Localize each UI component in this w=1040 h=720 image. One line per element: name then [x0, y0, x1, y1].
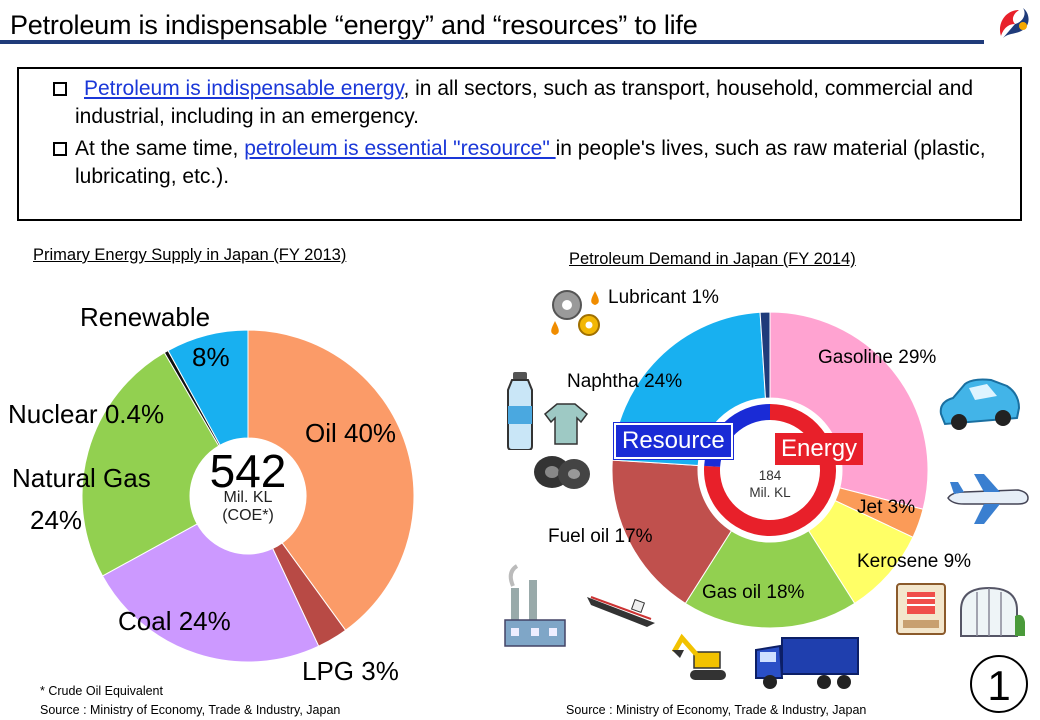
shirt-icon [543, 403, 589, 445]
label-lpg: LPG 3% [302, 656, 399, 686]
tires-icon [534, 456, 590, 489]
petroleum-demand-slice-gas-oil [684, 530, 856, 629]
left-source: Source : Ministry of Economy, Trade & In… [40, 703, 341, 717]
resource-highlight: petroleum is essential "resource" [244, 137, 556, 160]
label-naphtha: Naphtha 24% [567, 371, 683, 392]
right-center: 184 Mil. KL [735, 467, 805, 501]
page-title: Petroleum is indispensable “energy” and … [10, 10, 698, 40]
airplane-icon [947, 474, 1029, 524]
left-center-unit-line1: Mil. KL [223, 489, 273, 506]
left-chart-title: Primary Energy Supply in Japan (FY 2013) [33, 246, 347, 264]
label-jet: Jet 3% [857, 497, 916, 518]
left-center-unit: Mil. KL (COE*) [198, 489, 298, 525]
right-chart-title: Petroleum Demand in Japan (FY 2014) [569, 250, 856, 268]
bullet-energy: Petroleum is indispensable energy, in al… [39, 75, 1004, 131]
label-gas-oil: Gas oil 18% [702, 582, 805, 603]
label-nuclear: Nuclear 0.4% [8, 399, 165, 429]
truck-icon [755, 637, 859, 689]
bullet-square-icon [53, 82, 67, 96]
left-center-value: 542 [209, 445, 287, 497]
gears-oil-icon [551, 290, 600, 336]
petroleum-demand-slice-lubricant [759, 311, 771, 399]
bullet-square-icon [53, 142, 67, 156]
label-gasoline: Gasoline 29% [818, 347, 937, 368]
title-rule [0, 40, 984, 44]
label-kerosene: Kerosene 9% [857, 551, 972, 572]
tanker-ship-icon [587, 596, 655, 627]
label-natural-gas-pct: 24% [30, 505, 83, 535]
summary-box: Petroleum is indispensable energy, in al… [17, 67, 1022, 221]
right-center-value: 184 [758, 468, 782, 483]
energy-supply-slice-coal [101, 523, 320, 663]
petroleum-demand-slice-gasoline [769, 311, 929, 510]
energy-supply-slice-renewable [167, 329, 249, 446]
bullet2-text: in people's lives, such as raw material … [75, 137, 986, 188]
energy-tag: Energy [775, 433, 864, 465]
label-renewable-pct: 8% [192, 342, 230, 372]
right-center-unit: Mil. KL [749, 485, 791, 500]
water-bottle-icon [507, 372, 533, 450]
label-renewable: Renewable [80, 302, 211, 332]
factory-icon [504, 564, 566, 647]
label-oil: Oil 40% [305, 418, 397, 448]
energy-supply-slice-natural-gas [81, 351, 220, 577]
resource-tag: Resource [614, 423, 733, 459]
label-lubricant: Lubricant 1% [608, 287, 719, 308]
car-icon [939, 378, 1021, 430]
label-coal: Coal 24% [118, 606, 231, 636]
label-fuel-oil: Fuel oil 17% [548, 526, 653, 547]
bullet1-text: , in all sectors, such as transport, hou… [75, 77, 974, 128]
bullet2-pre: At the same time, [75, 137, 245, 160]
page-number: 1 [970, 655, 1028, 713]
company-logo-icon [999, 8, 1029, 38]
energy-highlight: Petroleum is indispensable energy [84, 77, 404, 100]
heater-icon [896, 583, 946, 635]
left-center-unit-line2: (COE*) [222, 507, 274, 524]
bullet-resource: At the same time, petroleum is essential… [39, 135, 1004, 191]
excavator-icon [672, 633, 726, 680]
label-natural-gas: Natural Gas [12, 463, 151, 493]
petroleum-demand-slice-fuel-oil [611, 459, 733, 605]
greenhouse-icon [960, 586, 1025, 637]
footnote-coe: * Crude Oil Equivalent [40, 684, 163, 698]
right-source: Source : Ministry of Economy, Trade & In… [566, 703, 867, 717]
energy-supply-slice-oil [247, 329, 415, 631]
